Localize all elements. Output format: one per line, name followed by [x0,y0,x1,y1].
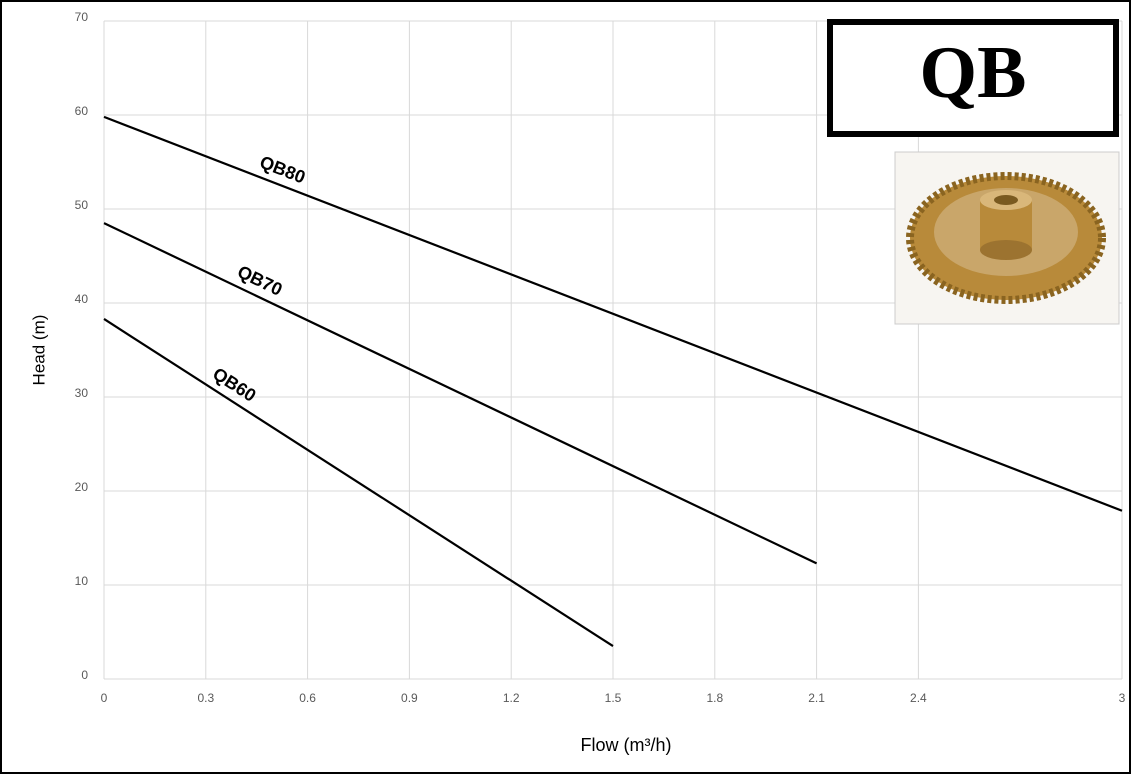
badge-text: QB [920,32,1027,114]
y-tick-label: 50 [75,198,89,212]
impeller-image [894,151,1120,325]
impeller-hub-base [980,240,1032,260]
x-tick-label: 3 [1119,691,1126,705]
x-tick-label: 0.3 [197,691,214,705]
y-tick-label: 30 [75,386,89,400]
line [103,318,614,648]
x-tick-label: 0.6 [299,691,316,705]
y-tick-label: 60 [75,104,89,118]
line [103,222,818,565]
y-tick-label: 0 [81,668,88,682]
y-axis-title: Head (m) [29,315,48,386]
x-axis-title: Flow (m³/h) [581,735,672,755]
line [103,115,1123,512]
y-tick-label: 10 [75,574,89,588]
badge-box [827,19,1119,137]
x-tick-label: 2.4 [910,691,927,705]
y-tick-label: 40 [75,292,89,306]
x-tick-label: 1.8 [706,691,723,705]
x-tick-label: 1.5 [605,691,622,705]
x-tick-label: 0.9 [401,691,418,705]
y-tick-label: 20 [75,480,89,494]
impeller-bore [994,195,1018,205]
x-tick-label: 0 [101,691,108,705]
x-tick-label: 1.2 [503,691,520,705]
y-tick-label: 70 [75,10,89,24]
x-tick-label: 2.1 [808,691,825,705]
